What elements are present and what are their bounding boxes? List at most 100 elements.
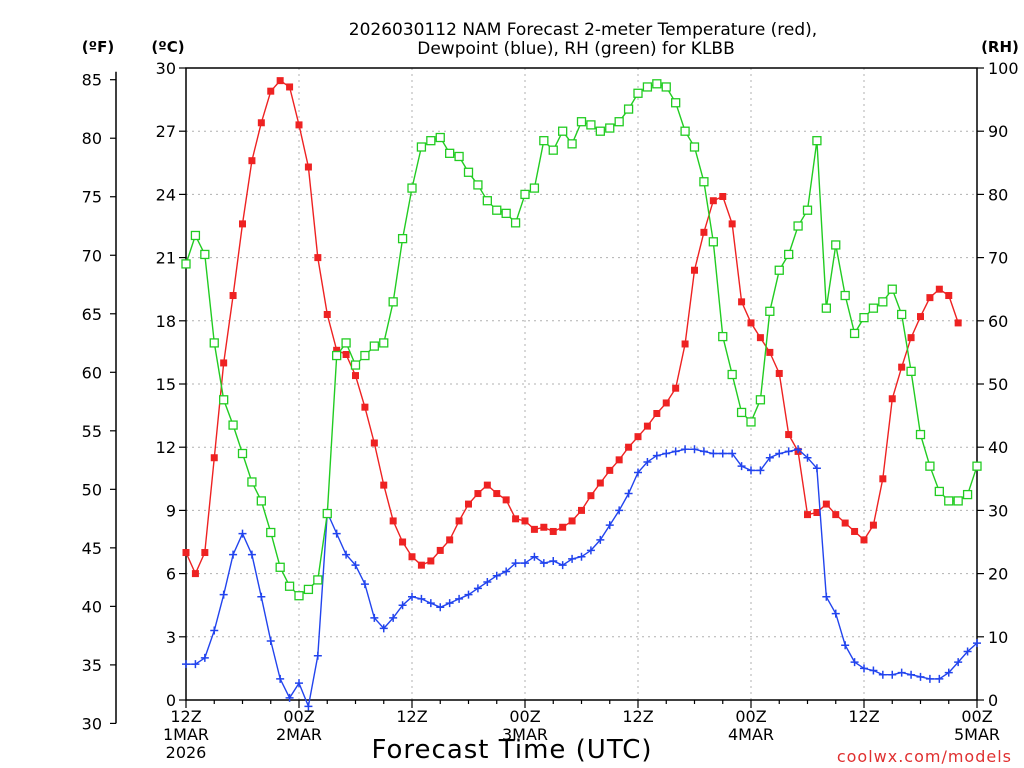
dewpoint-point <box>191 660 200 669</box>
celsius-tick-label: 3 <box>166 628 176 647</box>
dewpoint-point <box>624 489 633 498</box>
rh-point <box>605 123 615 133</box>
dewpoint-point <box>812 464 821 473</box>
rh-point <box>426 136 436 146</box>
temperature-point <box>333 346 341 354</box>
dewpoint-point <box>794 445 803 454</box>
dewpoint-point <box>549 556 558 565</box>
dewpoint-point <box>765 453 774 462</box>
dewpoint-point <box>370 613 379 622</box>
rh-point <box>501 208 511 219</box>
rh-point <box>209 338 219 348</box>
rh-point <box>586 120 596 130</box>
rh-tick-label: 30 <box>988 501 1008 520</box>
x-axis-label: Forecast Time (UTC) <box>371 735 652 765</box>
temperature-point <box>804 511 811 519</box>
x-tick-label: 00Z <box>735 707 766 726</box>
rh-point <box>642 82 653 92</box>
x-tick-label: 2MAR <box>276 725 322 744</box>
rh-point <box>849 328 860 339</box>
series-dewpoint <box>182 445 981 711</box>
rh-point <box>708 237 718 247</box>
dewpoint-point <box>907 670 916 679</box>
dewpoint-point <box>426 599 435 608</box>
chart-title-line-1: 2026030112 NAM Forecast 2-meter Temperat… <box>349 20 817 40</box>
temperature-point <box>775 369 783 377</box>
celsius-tick-label: 21 <box>156 249 176 268</box>
fahrenheit-tick-label: 35 <box>82 656 102 675</box>
x-tick-label: 12Z <box>170 707 201 726</box>
rh-point <box>661 82 671 92</box>
rh-point <box>341 338 351 348</box>
celsius-tick-label: 24 <box>156 185 176 204</box>
rh-point <box>614 117 624 127</box>
celsius-tick-label: 6 <box>166 565 176 584</box>
rh-point <box>181 259 191 269</box>
rh-point <box>510 218 521 228</box>
rh-point <box>812 136 822 146</box>
temperature-point <box>267 87 275 95</box>
dewpoint-point <box>257 592 266 601</box>
celsius-axis-unit: (ºC) <box>151 38 184 56</box>
dewpoint-point <box>558 561 567 570</box>
temperature-point <box>643 422 651 430</box>
temperature-point <box>728 220 736 228</box>
dewpoint-point <box>850 658 859 667</box>
dewpoint-point <box>210 626 219 635</box>
rh-point <box>953 496 963 506</box>
dewpoint-point <box>464 590 473 599</box>
rh-point <box>397 233 408 244</box>
fahrenheit-tick-label: 80 <box>82 129 102 148</box>
rh-axis-unit: (RH) <box>981 38 1019 56</box>
temperature-point <box>615 456 623 464</box>
dewpoint-point <box>888 670 897 679</box>
rh-tick-label: 0 <box>988 691 998 710</box>
x-tick-label: 00Z <box>961 707 992 726</box>
rh-tick-label: 100 <box>988 59 1019 78</box>
dewpoint-point <box>699 447 708 456</box>
rh-point <box>802 205 813 215</box>
rh-point <box>558 126 568 136</box>
temperature-point <box>879 475 887 483</box>
temperature-point <box>370 439 378 447</box>
rh-point <box>454 151 464 162</box>
celsius-tick-label: 15 <box>156 375 176 394</box>
temperature-point <box>465 500 472 508</box>
celsius-tick-label: 27 <box>156 122 176 141</box>
rh-point <box>699 177 709 187</box>
dewpoint-point <box>530 552 539 561</box>
rh-point <box>350 360 361 370</box>
series-line <box>186 448 978 709</box>
temperature-point <box>286 83 294 91</box>
fahrenheit-tick-label: 60 <box>82 363 102 382</box>
fahrenheit-tick-label: 30 <box>82 714 102 733</box>
rh-point <box>671 98 681 108</box>
temperature-point <box>502 496 510 504</box>
temperature-point <box>700 228 708 236</box>
temperature-point <box>399 538 407 546</box>
temperature-point <box>860 536 868 544</box>
dewpoint-point <box>756 466 765 475</box>
celsius-tick-label: 9 <box>166 501 176 520</box>
rh-point <box>906 366 916 377</box>
rh-point <box>435 132 445 143</box>
rh-point <box>765 306 775 316</box>
x-tick-label: 00Z <box>509 707 540 726</box>
rh-point <box>529 183 540 193</box>
temperature-point <box>945 292 953 300</box>
dewpoint-point <box>332 529 341 538</box>
rh-point <box>332 350 342 361</box>
temperature-point <box>389 517 397 525</box>
dewpoint-point <box>784 447 793 456</box>
temperature-point <box>738 298 746 306</box>
dewpoint-point <box>398 601 407 610</box>
temperature-point <box>681 340 689 348</box>
dewpoint-point <box>652 451 661 460</box>
dewpoint-point <box>690 445 699 454</box>
rh-point <box>793 221 803 231</box>
dewpoint-point <box>247 550 256 559</box>
dewpoint-point <box>973 639 981 648</box>
x-tick-label: 00Z <box>283 707 314 726</box>
axes: 30 35 40 45 50 55 60 65 70 75 80 85 0 3 6 9 12 15 18 21 24 27… <box>82 59 1019 762</box>
